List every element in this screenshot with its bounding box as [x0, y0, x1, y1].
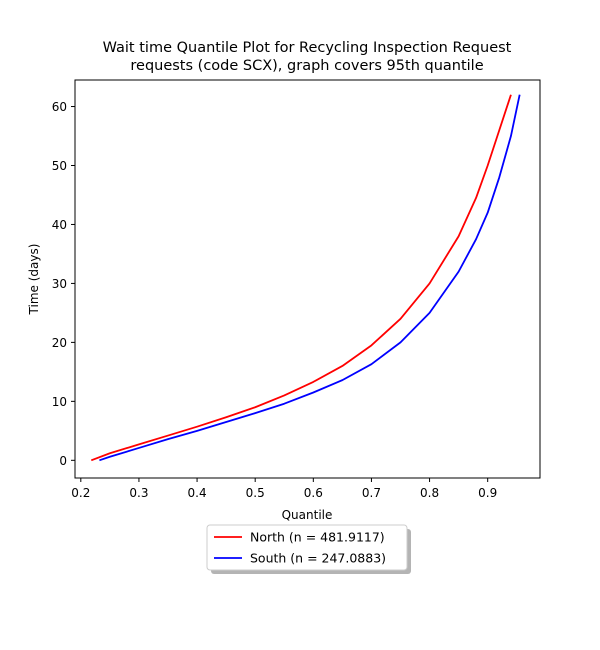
- x-tick-label: 0.6: [304, 486, 323, 500]
- y-tick-label: 50: [52, 159, 67, 173]
- chart-title-line-1: Wait time Quantile Plot for Recycling In…: [103, 40, 512, 56]
- legend-label-north: North (n = 481.9117): [250, 530, 385, 545]
- x-tick-label: 0.3: [129, 486, 148, 500]
- y-tick-label: 20: [52, 336, 67, 350]
- y-tick-label: 30: [52, 277, 67, 291]
- legend: North (n = 481.9117) South (n = 247.0883…: [206, 524, 411, 574]
- y-axis-label: Time (days): [27, 244, 41, 316]
- x-tick-label: 0.7: [362, 486, 381, 500]
- x-tick-label: 0.8: [420, 486, 439, 500]
- legend-label-south: South (n = 247.0883): [250, 551, 386, 566]
- x-axis-ticks: 0.2 0.3 0.4 0.5 0.6 0.7 0.8 0.9: [71, 478, 497, 500]
- y-tick-label: 40: [52, 218, 67, 232]
- x-tick-label: 0.9: [478, 486, 497, 500]
- x-tick-label: 0.4: [188, 486, 207, 500]
- x-tick-label: 0.5: [246, 486, 265, 500]
- series-line-north: [90, 94, 512, 462]
- y-axis-ticks: 0 10 20 30 40 50 60: [52, 100, 75, 468]
- y-tick-label: 10: [52, 395, 67, 409]
- chart-title-line-2: requests (code SCX), graph covers 95th q…: [130, 58, 483, 74]
- plot-area-frame: [74, 79, 541, 479]
- legend-box: [206, 524, 408, 571]
- x-axis-label: Quantile: [282, 508, 333, 522]
- y-tick-label: 0: [59, 454, 67, 468]
- series-lines: [90, 94, 521, 462]
- x-tick-label: 0.2: [71, 486, 90, 500]
- y-tick-label: 60: [52, 100, 67, 114]
- series-line-south: [99, 94, 521, 462]
